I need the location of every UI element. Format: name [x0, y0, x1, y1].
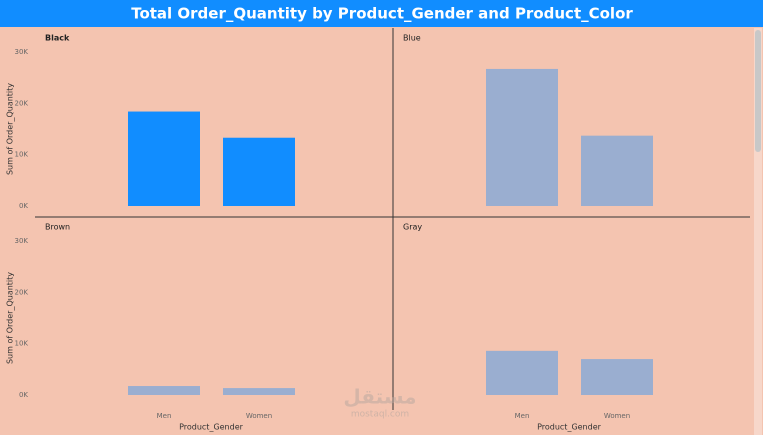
y-tick-label: 0K: [19, 202, 28, 210]
watermark: mostaql.com: [351, 410, 409, 420]
y-tick-label: 20K: [15, 99, 29, 107]
y-tick-label: 10K: [15, 151, 29, 159]
panel-title: Brown: [45, 223, 70, 232]
bar: [223, 388, 295, 395]
y-tick-label: 20K: [15, 288, 29, 296]
bar: [128, 386, 200, 395]
y-axis-label: Sum of Order_Quantity: [6, 83, 15, 175]
x-tick-label: Men: [515, 412, 530, 420]
y-tick-label: 10K: [15, 340, 29, 348]
title-bar: [0, 0, 763, 27]
bar: [581, 135, 653, 206]
y-axis-label: Sum of Order_Quantity: [6, 272, 15, 364]
x-tick-label: Men: [157, 412, 172, 420]
scrollbar[interactable]: [754, 28, 762, 435]
y-tick-label: 30K: [15, 48, 29, 56]
bar: [128, 111, 200, 206]
bar: [223, 137, 295, 206]
x-axis-label: Product_Gender: [537, 423, 602, 432]
bar: [486, 68, 558, 206]
watermark: مستقل: [343, 385, 416, 409]
y-tick-label: 30K: [15, 237, 29, 245]
chart-title: Total Order_Quantity by Product_Gender a…: [131, 5, 633, 23]
panel-title: Black: [45, 34, 70, 43]
panel-title: Gray: [403, 223, 422, 232]
x-tick-label: Women: [246, 412, 272, 420]
bar: [581, 359, 653, 395]
bar: [486, 350, 558, 395]
scrollbar-thumb[interactable]: [755, 30, 761, 152]
panel-title: Blue: [403, 34, 421, 43]
x-tick-label: Women: [604, 412, 630, 420]
y-tick-label: 0K: [19, 391, 28, 399]
x-axis-label: Product_Gender: [179, 423, 244, 432]
